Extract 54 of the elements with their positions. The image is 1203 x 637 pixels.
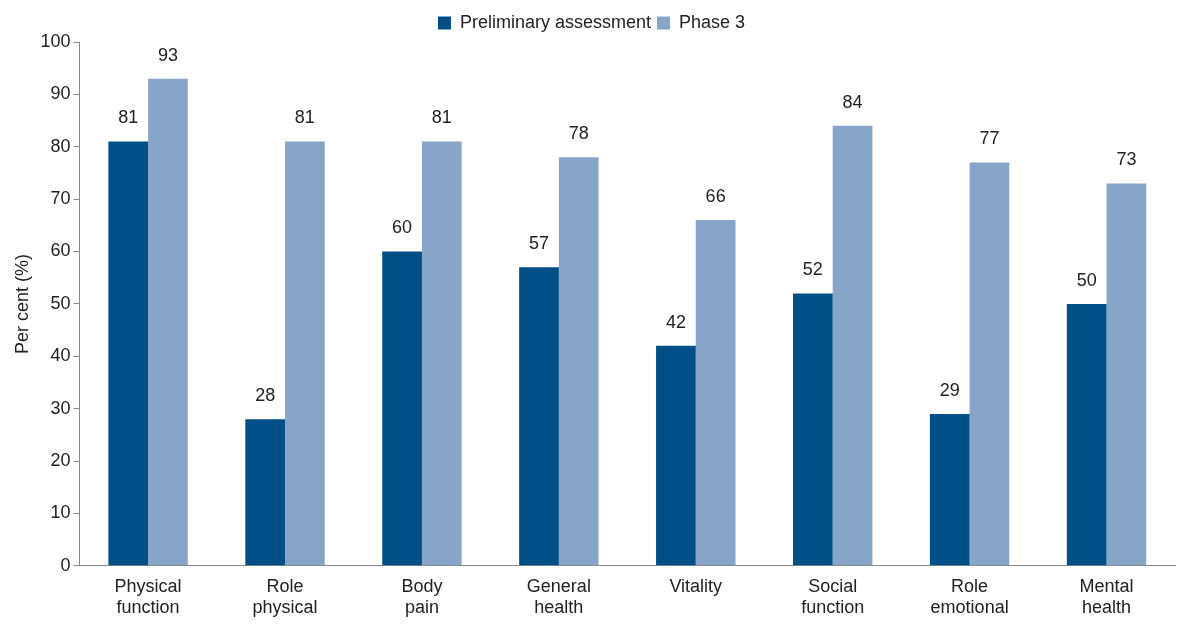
bar xyxy=(108,141,149,566)
x-tick-label: Body pain xyxy=(401,575,443,618)
data-label: 93 xyxy=(157,44,178,65)
data-label: 28 xyxy=(255,385,276,406)
y-tick-label: 80 xyxy=(50,135,71,156)
y-tick-label: 90 xyxy=(50,83,71,104)
data-label: 77 xyxy=(979,128,1000,149)
data-label: 81 xyxy=(294,107,315,128)
y-tick-label: 10 xyxy=(50,502,71,523)
legend-label: Phase 3 xyxy=(679,11,746,32)
bar xyxy=(519,267,559,566)
x-tick-label: Mental health xyxy=(1079,575,1134,618)
data-label: 73 xyxy=(1116,149,1137,170)
x-tick-label: General health xyxy=(526,575,591,618)
bar xyxy=(832,125,873,566)
bar xyxy=(421,141,462,566)
y-tick-label: 0 xyxy=(60,554,71,575)
y-axis-title: Per cent (%) xyxy=(11,253,32,354)
y-tick-label: 100 xyxy=(40,30,71,51)
data-label: 84 xyxy=(842,91,863,112)
data-label: 81 xyxy=(118,107,139,128)
bar xyxy=(558,157,599,566)
y-tick-label: 20 xyxy=(50,450,71,471)
bar xyxy=(792,293,833,566)
y-tick-label: 60 xyxy=(50,240,71,261)
y-tick-label: 30 xyxy=(50,397,71,418)
x-tick-label: Role emotional xyxy=(930,575,1009,618)
x-tick-label: Social function xyxy=(801,575,865,618)
data-label: 81 xyxy=(431,107,452,128)
data-label: 50 xyxy=(1076,269,1097,290)
legend-label: Preliminary assessment xyxy=(459,11,652,32)
y-tick-label: 40 xyxy=(50,345,71,366)
x-tick-label: Vitality xyxy=(669,575,723,596)
data-label: 66 xyxy=(705,186,726,207)
bar xyxy=(382,251,422,566)
x-tick-label: Role physical xyxy=(252,575,318,618)
data-label: 57 xyxy=(528,233,550,254)
data-label: 60 xyxy=(392,217,413,238)
bar xyxy=(285,141,325,566)
data-label: 52 xyxy=(802,259,823,280)
y-tick-label: 50 xyxy=(50,292,71,313)
x-tick-label: Physical function xyxy=(114,575,182,618)
bar xyxy=(1066,303,1107,566)
y-tick-label: 70 xyxy=(50,188,71,209)
data-label: 78 xyxy=(568,123,589,144)
bar xyxy=(929,413,970,566)
data-label: 29 xyxy=(939,379,960,400)
bar xyxy=(148,78,188,566)
bar xyxy=(695,220,736,566)
data-label: 42 xyxy=(665,311,686,332)
bar xyxy=(969,162,1010,566)
bar xyxy=(1106,183,1147,566)
bar xyxy=(245,419,286,566)
bar xyxy=(656,345,696,566)
